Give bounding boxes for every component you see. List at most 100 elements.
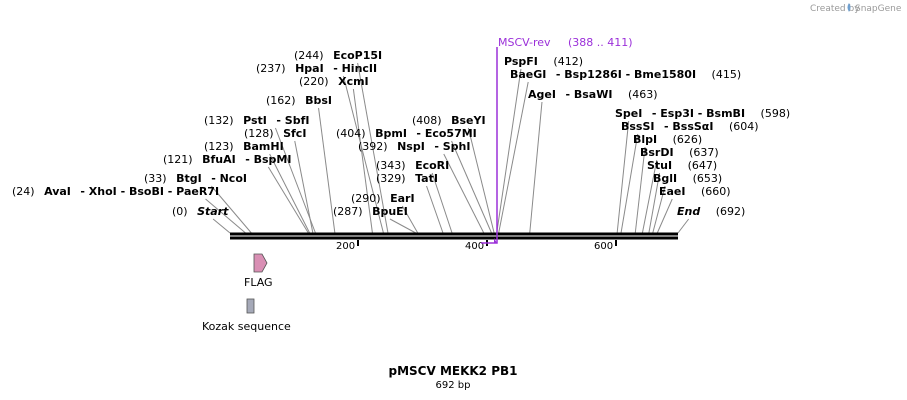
site-pos: (626) [673, 133, 703, 146]
site-bpuei[interactable]: (287) BpuEI [333, 205, 408, 218]
feature-flag[interactable]: FLAG [244, 253, 273, 289]
site-pos: (290) [351, 192, 381, 205]
site-name: EcoP15I [333, 49, 382, 62]
site-leader-line [648, 172, 661, 234]
site-alts: - Bsp1286I - Bme1580I [556, 68, 696, 81]
site-alts: - BsaWI [565, 88, 612, 101]
primer-mscv-rev[interactable]: MSCV-rev (388 .. 411) [481, 36, 633, 244]
site-name: BsrDI [640, 146, 674, 159]
site-pos: (653) [693, 172, 723, 185]
site-name: PspFI [504, 55, 538, 68]
site-bbsi[interactable]: (162) BbsI [266, 94, 332, 107]
site-bfuai[interactable]: (121) BfuAI - BspMI [163, 153, 291, 166]
site-name: AvaI [44, 185, 71, 198]
site-pos: (24) [12, 185, 35, 198]
site-name: BamHI [243, 140, 284, 153]
site-eari[interactable]: (290) EarI [351, 192, 415, 205]
site-btgi[interactable]: (33) BtgI - NcoI [144, 172, 247, 185]
site-alts: - XhoI - BsoBI - PaeR7I [80, 185, 219, 198]
site-pos: (0) [172, 205, 188, 218]
flag-arrow-icon [253, 253, 268, 273]
brand-text: SnapGene [855, 4, 902, 14]
site-leader-line [641, 159, 658, 234]
site-bsrdi[interactable]: BsrDI (637) [640, 146, 719, 159]
site-leader-line [210, 185, 252, 234]
site-eaei[interactable]: EaeI (660) [659, 185, 731, 198]
site-leader-line [529, 101, 543, 234]
site-pos: (33) [144, 172, 167, 185]
site-psti[interactable]: (132) PstI - SbfI [204, 114, 309, 127]
site-leader-line [352, 88, 373, 234]
site-leader-line [451, 140, 493, 234]
map-title: pMSCV MEKK2 PB1 [389, 364, 518, 378]
site-pos: (121) [163, 153, 193, 166]
site-leader-line [212, 218, 231, 234]
site-bsssi[interactable]: BssSI - BssSαI (604) [621, 120, 759, 133]
site-leader-line [616, 120, 630, 234]
site-start[interactable]: (0) Start [172, 205, 229, 218]
site-baegi[interactable]: BaeGI - Bsp1286I - Bme1580I (415) [510, 68, 741, 81]
kozak-box-icon [246, 298, 255, 314]
site-stui[interactable]: StuI (647) [647, 159, 717, 172]
site-pos: (392) [358, 140, 388, 153]
feature-kozak[interactable]: Kozak sequence [202, 298, 291, 333]
site-pos: (162) [266, 94, 296, 107]
site-leader-line [426, 185, 444, 234]
site-pos: (647) [688, 159, 718, 172]
site-avai[interactable]: (24) AvaI - XhoI - BsoBI - PaeR7I [12, 185, 219, 198]
site-name: BpmI [375, 127, 407, 140]
site-tati[interactable]: (329) TatI [376, 172, 438, 185]
tick-label-600: 600 [594, 241, 613, 252]
site-bpmi[interactable]: (404) BpmI - Eco57MI [336, 127, 477, 140]
site-name: BssSI [621, 120, 655, 133]
site-leader-line [274, 127, 316, 234]
site-end[interactable]: End (692) [677, 205, 745, 218]
site-bseyi[interactable]: (408) BseYI [412, 114, 486, 127]
site-pspfi[interactable]: PspFI (412) [504, 55, 583, 68]
site-ecop15i[interactable]: (244) EcoP15I [294, 49, 382, 62]
site-pos: (244) [294, 49, 324, 62]
site-alts: - NcoI [211, 172, 247, 185]
primer-name: MSCV-rev [498, 36, 551, 49]
site-pos: (343) [376, 159, 406, 172]
site-name: EaeI [659, 185, 686, 198]
site-name: EcoRI [415, 159, 449, 172]
site-leader-line [267, 166, 309, 234]
site-nspi[interactable]: (392) NspI - SphI [358, 140, 470, 153]
site-pos: (128) [244, 127, 274, 140]
site-leader-line [357, 62, 389, 234]
site-leader-lines [205, 62, 690, 234]
site-name: SfcI [283, 127, 306, 140]
site-bgli[interactable]: BglI (653) [653, 172, 722, 185]
site-sfci[interactable]: (128) SfcI [244, 127, 306, 140]
site-ecori[interactable]: (343) EcoRI [376, 159, 449, 172]
site-bamhi[interactable]: (123) BamHI [204, 140, 284, 153]
site-pos: (637) [689, 146, 719, 159]
site-leader-line [431, 172, 453, 234]
site-hpai[interactable]: (237) HpaI - HincII [256, 62, 377, 75]
site-leader-line [318, 107, 336, 234]
site-leader-line [467, 127, 495, 234]
site-spei[interactable]: SpeI - Esp3I - BsmBI (598) [615, 107, 790, 120]
site-name: End [677, 205, 700, 218]
site-pos: (237) [256, 62, 286, 75]
site-name: BglI [653, 172, 677, 185]
site-leader-line [498, 81, 529, 234]
site-pos: (404) [336, 127, 366, 140]
site-agei[interactable]: AgeI - BsaWI (463) [528, 88, 658, 101]
site-pos: (660) [701, 185, 731, 198]
site-leader-line [269, 153, 311, 234]
site-pos: (604) [729, 120, 759, 133]
tick-label-200: 200 [336, 241, 355, 252]
site-leader-line [656, 198, 673, 234]
site-pos: (329) [376, 172, 406, 185]
site-name: SpeI [615, 107, 642, 120]
site-leader-line [205, 198, 246, 234]
snapgene-logo-icon [847, 3, 851, 12]
site-xcmi[interactable]: (220) XcmI [299, 75, 369, 88]
site-blpi[interactable]: BlpI (626) [633, 133, 702, 146]
site-name: AgeI [528, 88, 556, 101]
site-leader-line [677, 218, 690, 234]
map-length: 692 bp [436, 380, 471, 391]
